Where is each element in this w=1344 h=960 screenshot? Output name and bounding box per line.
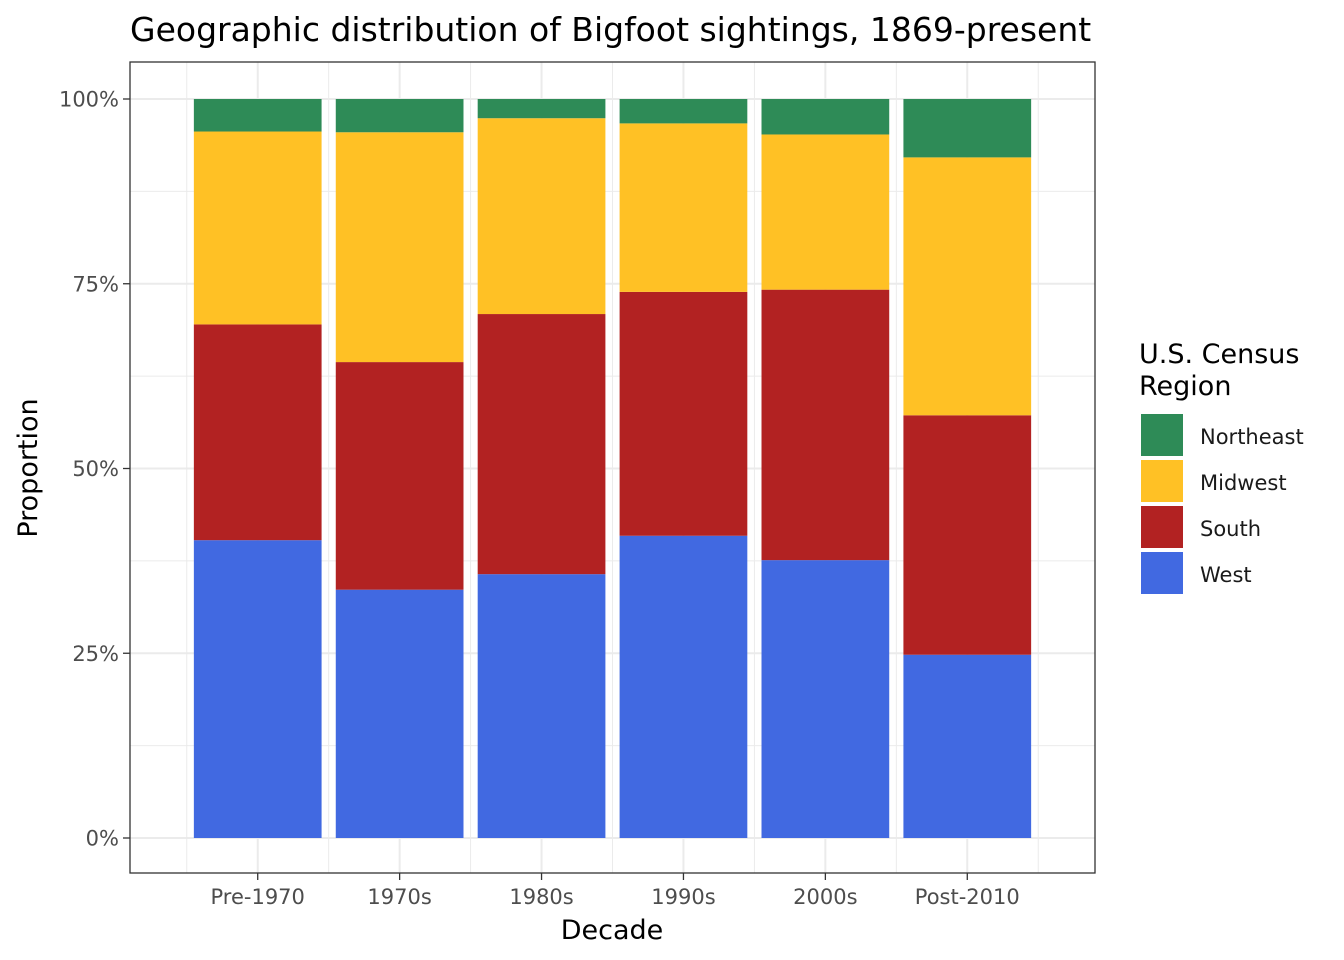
- x-tick-label: 1980s: [509, 885, 573, 909]
- bar-1980s-south: [477, 314, 606, 575]
- bar-1980s-northeast: [477, 99, 606, 119]
- bar-pre-1970-midwest: [193, 131, 322, 325]
- bar-1990s-west: [619, 535, 748, 838]
- y-tick-label: 0%: [86, 827, 119, 851]
- bar-1970s-midwest: [335, 132, 464, 363]
- legend-label-northeast: Northeast: [1200, 425, 1304, 449]
- bar-post-2010-west: [903, 654, 1032, 838]
- bar-pre-1970-west: [193, 540, 322, 838]
- x-axis: Pre-1970 1970s 1980s 1990s 2000s Post-2010: [211, 873, 1020, 909]
- legend-title: Region: [1139, 371, 1231, 402]
- y-tick-label: 100%: [59, 88, 119, 112]
- y-axis-title: Proportion: [13, 398, 44, 537]
- x-tick-label: 1970s: [367, 885, 431, 909]
- bar-1990s-northeast: [619, 99, 748, 124]
- bar-1970s-northeast: [335, 99, 464, 133]
- bar-1990s-south: [619, 291, 748, 536]
- legend-label-south: South: [1200, 517, 1261, 541]
- legend-title: U.S. Census: [1139, 339, 1299, 370]
- bar-post-2010-midwest: [903, 157, 1032, 416]
- legend-key-midwest: [1141, 460, 1183, 502]
- bar-1980s-west: [477, 574, 606, 838]
- bar-1970s-south: [335, 362, 464, 590]
- bar-post-2010-northeast: [903, 99, 1032, 158]
- x-tick-label: Pre-1970: [211, 885, 305, 909]
- y-tick-label: 50%: [72, 457, 119, 481]
- bar-2000s-west: [761, 560, 890, 838]
- y-tick-label: 75%: [72, 272, 119, 296]
- chart-title: Geographic distribution of Bigfoot sight…: [130, 10, 1091, 49]
- legend-key-south: [1141, 506, 1183, 548]
- bar-pre-1970-northeast: [193, 99, 322, 132]
- legend-label-midwest: Midwest: [1200, 471, 1287, 495]
- legend-label-west: West: [1200, 563, 1252, 587]
- bar-post-2010-south: [903, 415, 1032, 655]
- bar-2000s-northeast: [761, 99, 890, 135]
- bar-1980s-midwest: [477, 118, 606, 315]
- legend-key-west: [1141, 552, 1183, 594]
- x-tick-label: 1990s: [651, 885, 715, 909]
- y-axis: 0% 25% 50% 75% 100%: [59, 88, 130, 851]
- x-tick-label: Post-2010: [915, 885, 1020, 909]
- bar-2000s-south: [761, 289, 890, 561]
- bar-pre-1970-south: [193, 324, 322, 541]
- bars: [193, 99, 1032, 838]
- legend-key-northeast: [1141, 414, 1183, 456]
- bar-2000s-midwest: [761, 134, 890, 290]
- y-tick-label: 25%: [72, 642, 119, 666]
- panel-border: [129, 61, 1096, 874]
- bar-1990s-midwest: [619, 123, 748, 292]
- x-axis-title: Decade: [561, 915, 664, 946]
- x-tick-label: 2000s: [793, 885, 857, 909]
- bar-1970s-west: [335, 589, 464, 838]
